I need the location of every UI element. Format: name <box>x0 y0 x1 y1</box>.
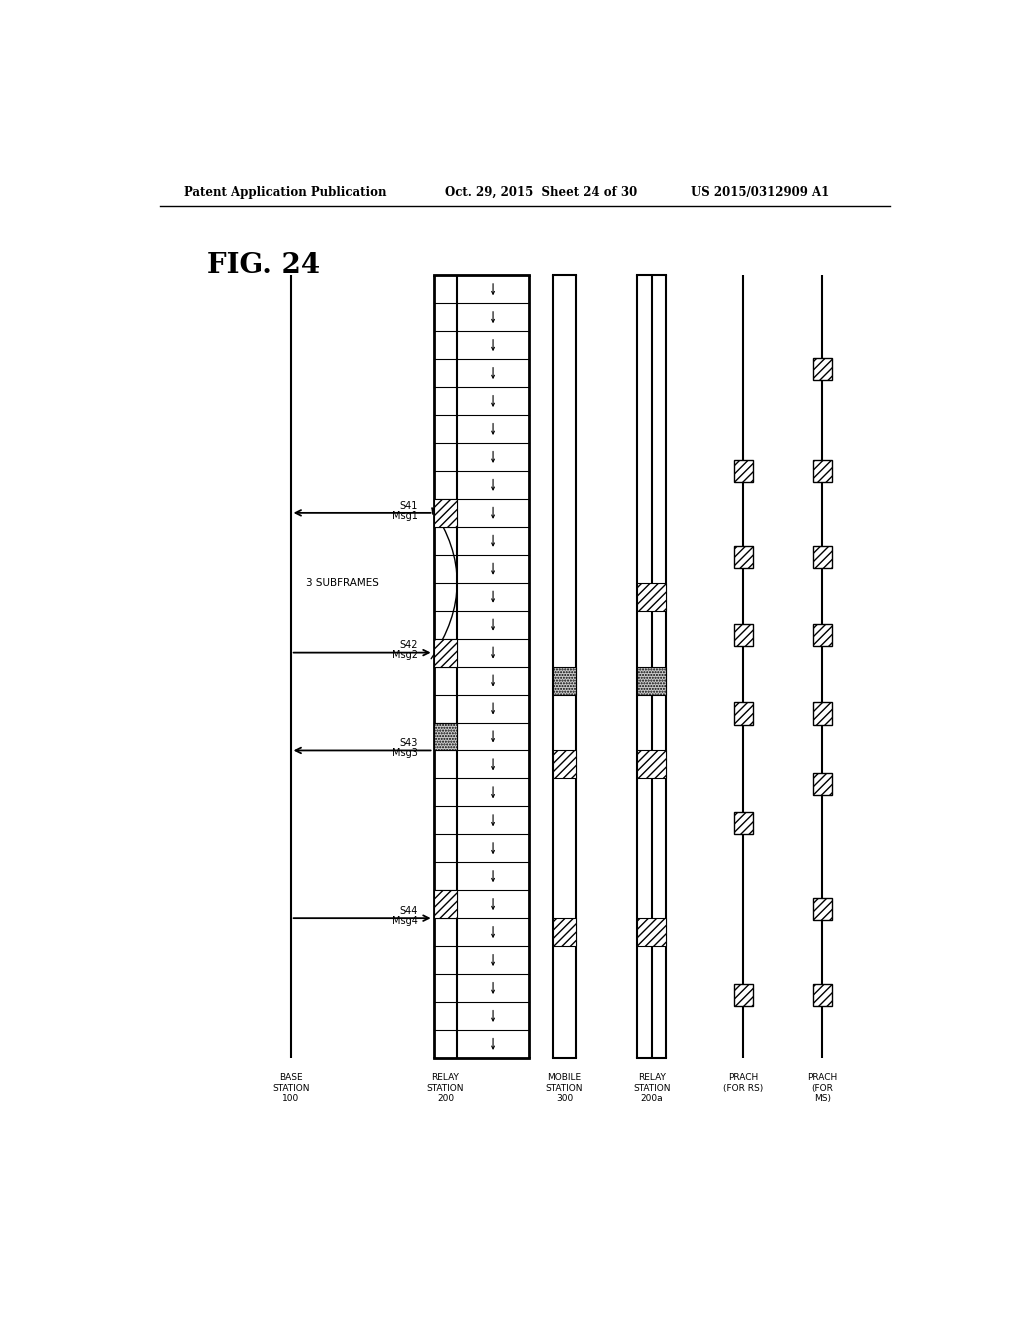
Bar <box>638 751 666 779</box>
Bar <box>553 667 577 694</box>
Bar <box>813 985 831 1006</box>
Text: MOBILE
STATION
300: MOBILE STATION 300 <box>546 1073 584 1104</box>
Bar <box>813 546 831 568</box>
Text: RELAY
STATION
200: RELAY STATION 200 <box>427 1073 464 1104</box>
Text: 3 SUBFRAMES: 3 SUBFRAMES <box>306 578 379 587</box>
Text: Oct. 29, 2015  Sheet 24 of 30: Oct. 29, 2015 Sheet 24 of 30 <box>445 186 638 199</box>
Text: Msg4: Msg4 <box>392 916 418 925</box>
Text: Patent Application Publication: Patent Application Publication <box>183 186 386 199</box>
Bar <box>813 702 831 725</box>
Bar <box>813 772 831 795</box>
Bar <box>638 582 666 611</box>
Text: S42: S42 <box>399 640 418 651</box>
Bar <box>733 812 753 834</box>
Bar <box>638 919 666 946</box>
Text: Msg2: Msg2 <box>391 651 418 660</box>
Text: S44: S44 <box>399 906 418 916</box>
Text: PRACH
(FOR RS): PRACH (FOR RS) <box>723 1073 763 1093</box>
Bar <box>813 459 831 482</box>
Bar <box>813 898 831 920</box>
Text: US 2015/0312909 A1: US 2015/0312909 A1 <box>691 186 829 199</box>
Bar <box>733 624 753 647</box>
Bar <box>733 459 753 482</box>
Text: S41: S41 <box>399 500 418 511</box>
Bar <box>733 546 753 568</box>
Bar <box>733 702 753 725</box>
Bar <box>553 751 577 779</box>
Bar <box>433 499 458 527</box>
Bar <box>638 667 666 694</box>
Bar <box>553 919 577 946</box>
Text: RELAY
STATION
200a: RELAY STATION 200a <box>633 1073 671 1104</box>
Bar <box>813 624 831 647</box>
Bar <box>433 890 458 919</box>
Text: BASE
STATION
100: BASE STATION 100 <box>272 1073 309 1104</box>
Bar <box>433 722 458 751</box>
Bar <box>433 639 458 667</box>
Text: PRACH
(FOR
MS): PRACH (FOR MS) <box>807 1073 838 1104</box>
Bar <box>813 358 831 380</box>
Text: FIG. 24: FIG. 24 <box>207 252 321 279</box>
Bar <box>733 985 753 1006</box>
Text: S43: S43 <box>399 738 418 748</box>
Text: Msg3: Msg3 <box>392 748 418 758</box>
Text: Msg1: Msg1 <box>392 511 418 520</box>
